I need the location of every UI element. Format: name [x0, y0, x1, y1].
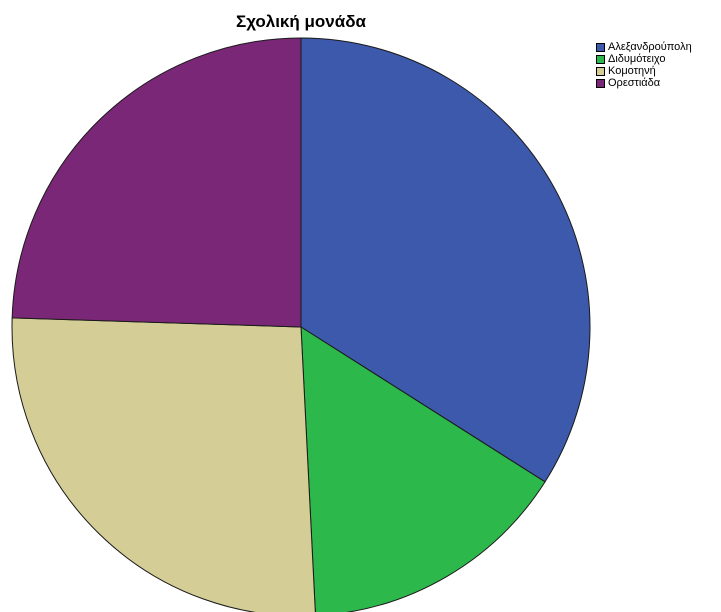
pie-slice-3 [11, 317, 316, 612]
pie-slice-2 [300, 326, 546, 612]
legend-label: Αλεξανδρούπολη [608, 41, 692, 53]
legend-item: Ορεστιάδα [596, 77, 692, 89]
legend-swatch [596, 54, 605, 64]
pie-slice-1 [300, 37, 591, 483]
legend-label: Διδυμότειχο [608, 53, 666, 65]
legend-item: Κομοτηνή [596, 65, 692, 77]
legend-swatch [596, 66, 605, 76]
legend-item: Διδυμότειχο [596, 53, 692, 65]
legend-label: Ορεστιάδα [608, 77, 661, 89]
legend: Αλεξανδρούπολη Διδυμότειχο Κομοτηνή Ορεστιά… [596, 41, 692, 89]
pie-slice-4 [11, 37, 302, 328]
legend-swatch [596, 78, 605, 88]
legend-label: Κομοτηνή [608, 65, 656, 77]
legend-swatch [596, 42, 605, 52]
chart-title: Σχολική μονάδα [236, 12, 366, 31]
legend-item: Αλεξανδρούπολη [596, 41, 692, 53]
